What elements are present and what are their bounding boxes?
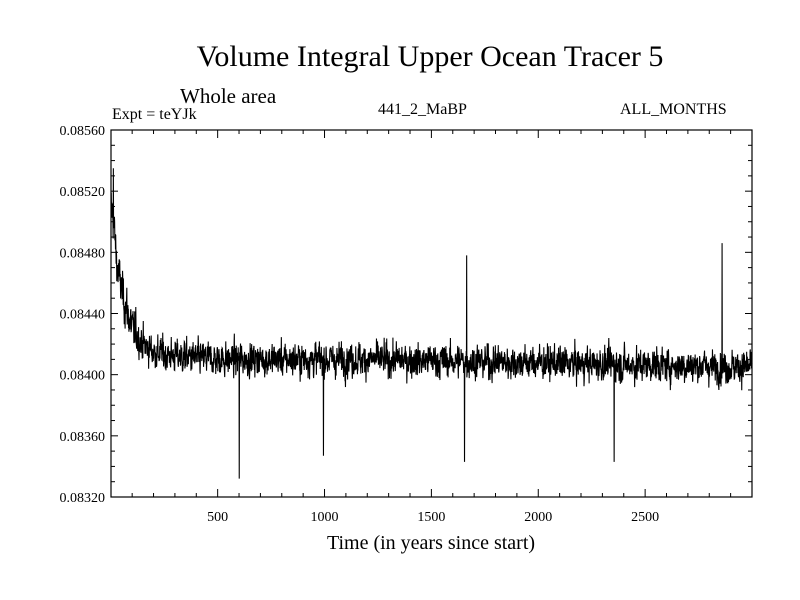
x-tick-label: 1000 [311,510,339,525]
plot-frame [110,129,753,498]
series-line [110,168,753,479]
experiment-label: Expt = teYJk [112,106,197,123]
y-tick-label: 0.08440 [60,308,106,323]
y-tick-label: 0.08520 [60,185,106,200]
x-tick-label: 1500 [417,510,445,525]
x-tick-label: 500 [207,510,228,525]
period-label: 441_2_MaBP [378,101,467,118]
y-tick-label: 0.08480 [60,246,106,261]
y-tick-label: 0.08400 [60,369,106,384]
chart-title: Volume Integral Upper Ocean Tracer 5 [196,40,664,73]
chart-subtitle: Whole area [180,84,277,108]
x-tick-label: 2500 [631,510,659,525]
x-tick-label: 2000 [524,510,552,525]
y-tick-label: 0.08560 [60,124,106,139]
y-tick-label: 0.08320 [60,491,106,506]
x-axis-label: Time (in years since start) [326,532,536,554]
y-tick-label: 0.08360 [60,430,106,445]
months-label: ALL_MONTHS [620,101,727,118]
